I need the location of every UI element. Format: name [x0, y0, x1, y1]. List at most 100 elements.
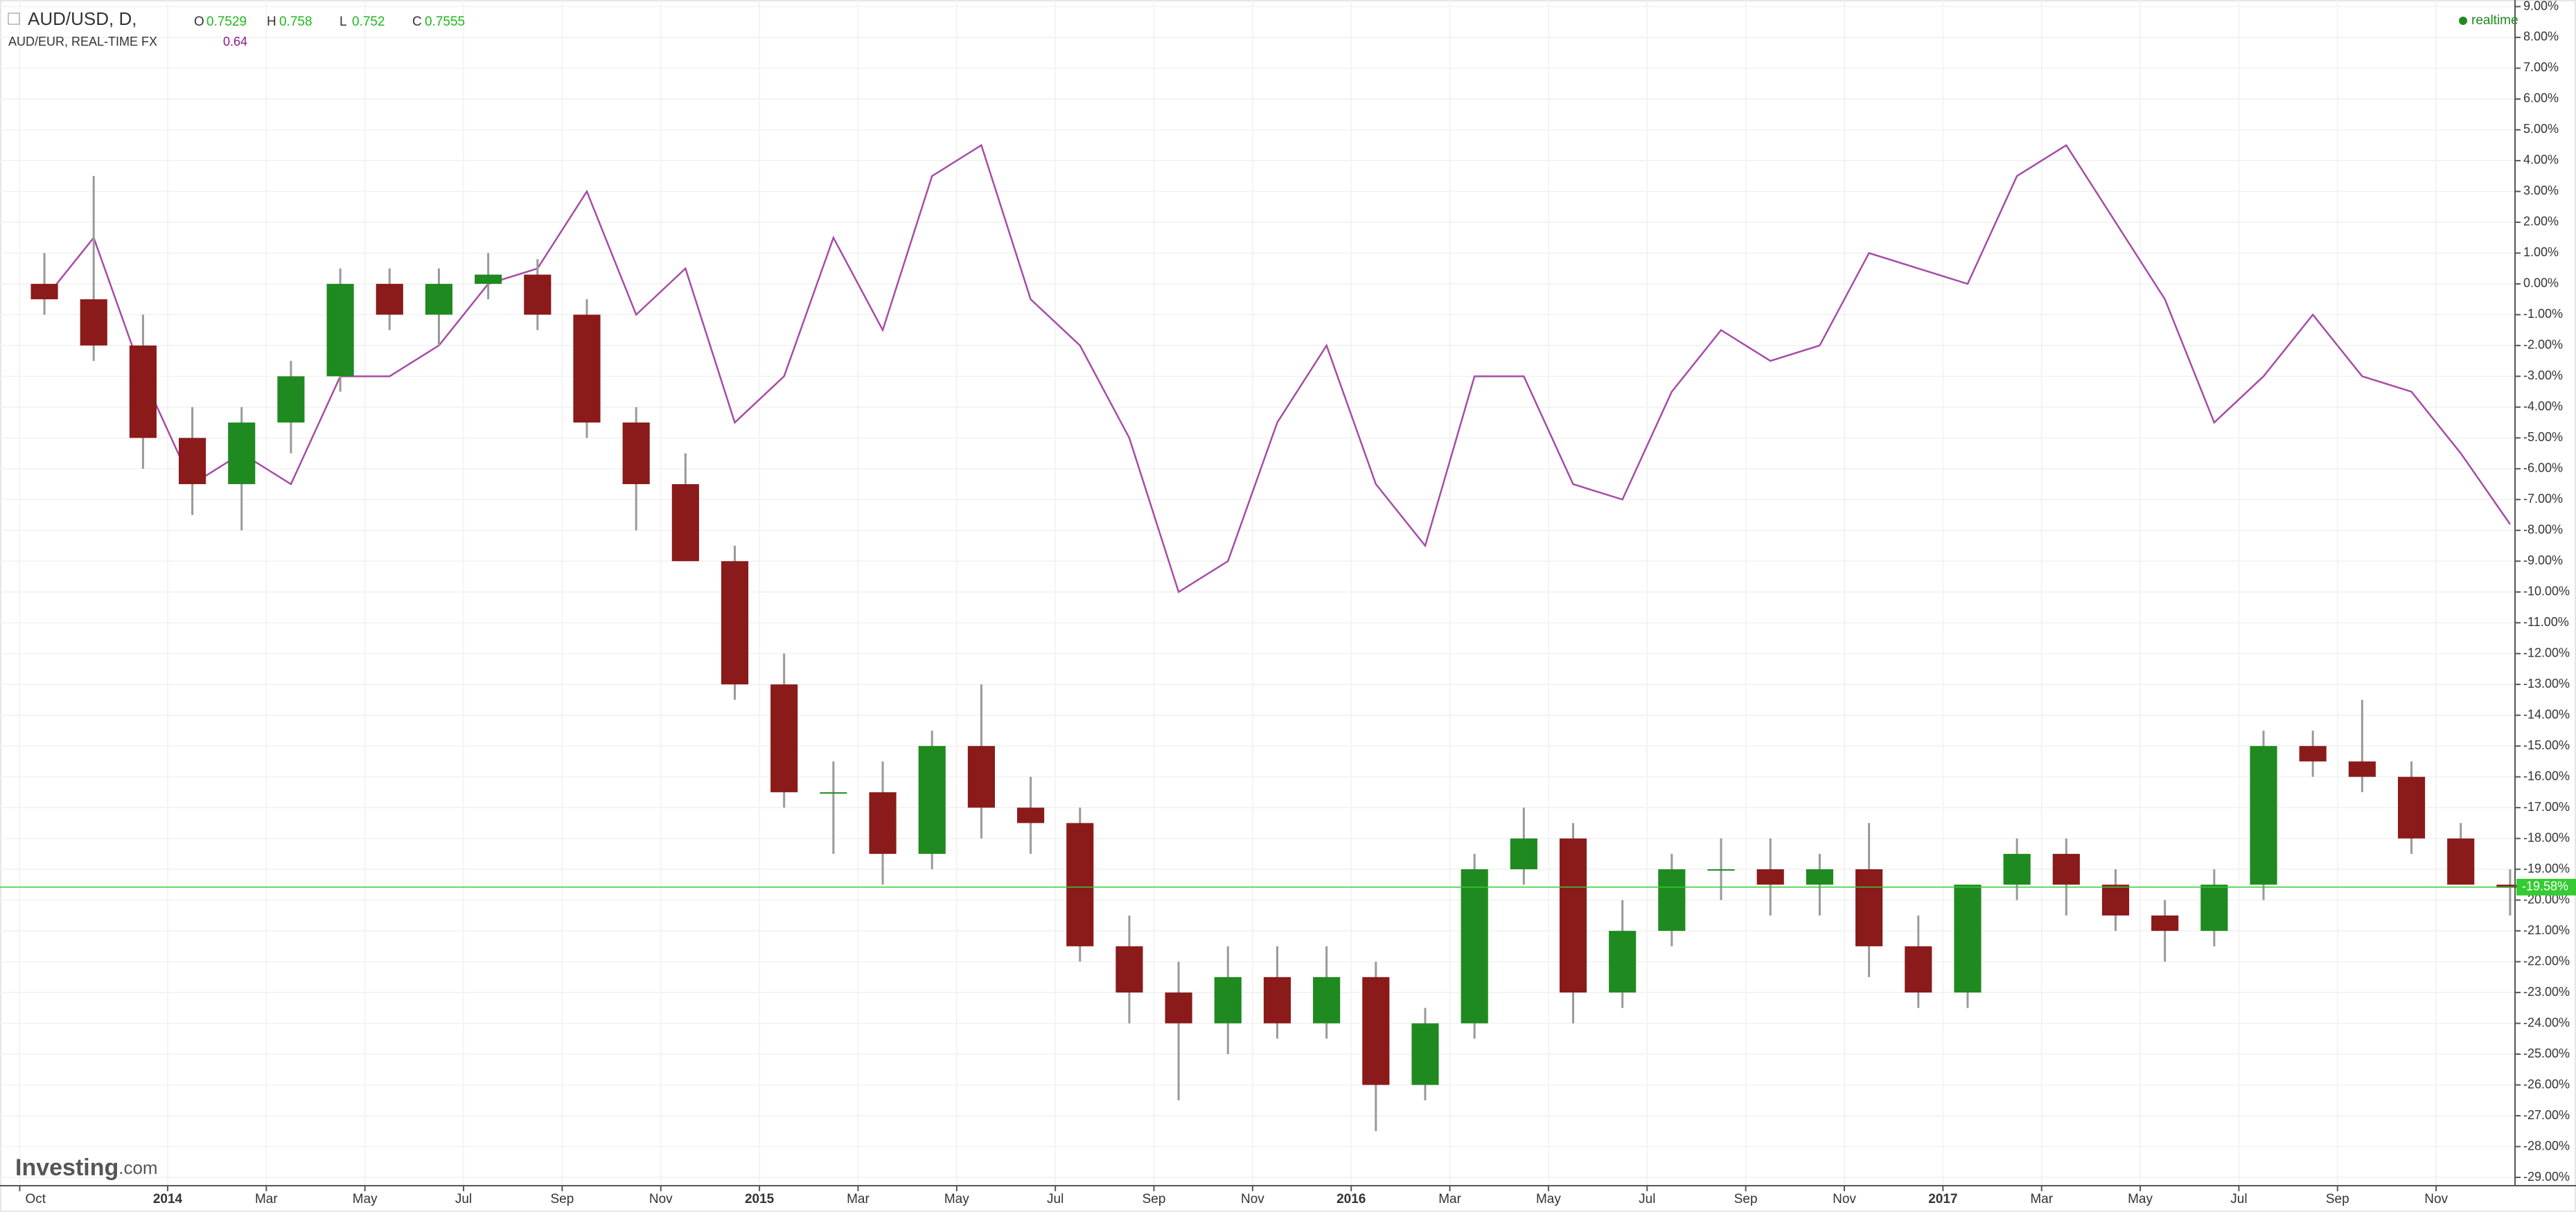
candle-body — [1165, 992, 1192, 1024]
candle-body — [1658, 869, 1686, 932]
y-tick-label: -3.00% — [2523, 368, 2563, 382]
candle-body — [1510, 838, 1537, 870]
y-tick-label: -29.00% — [2523, 1170, 2570, 1184]
x-tick-label: Mar — [2030, 1192, 2053, 1206]
x-tick-label: Oct — [25, 1192, 46, 1206]
ohlc: O 0.7529 H 0.758 L 0.752 C 0.7555 — [194, 15, 465, 29]
candle-body — [2299, 746, 2327, 762]
ohlc-key: H — [267, 15, 276, 29]
candle-body — [425, 283, 453, 315]
candle-body — [918, 746, 946, 854]
candle-body — [129, 345, 157, 438]
candle-body — [1806, 869, 1833, 885]
candle-body — [820, 792, 847, 794]
y-tick-label: -18.00% — [2523, 830, 2570, 844]
y-tick-label: -23.00% — [2523, 985, 2570, 999]
brand-name: Investing — [15, 1155, 118, 1181]
candle-body — [1954, 884, 1982, 993]
candle-body — [2447, 838, 2475, 885]
candle-body — [2348, 761, 2376, 777]
candle-body — [721, 561, 749, 685]
x-tick-label: May — [944, 1192, 969, 1206]
candle-body — [1609, 931, 1637, 993]
candle-body — [326, 283, 354, 377]
candle-body — [2052, 853, 2080, 885]
y-tick-label: -9.00% — [2523, 553, 2563, 567]
y-tick-label: -17.00% — [2523, 800, 2570, 814]
candle-body — [1066, 823, 1094, 947]
y-tick-label: 4.00% — [2523, 153, 2559, 167]
candle-body — [671, 484, 699, 562]
candle-body — [2397, 776, 2426, 839]
y-tick-label: -11.00% — [2523, 615, 2569, 629]
brand: Investing.com — [15, 1155, 158, 1181]
candle-body — [277, 376, 305, 423]
candle-body — [1855, 869, 1883, 947]
compare-value: 0.64 — [223, 35, 247, 48]
candle-body — [1017, 808, 1045, 823]
last-label: -19.58% — [2522, 880, 2568, 893]
y-tick-label: -24.00% — [2523, 1015, 2570, 1029]
y-tick-label: -19.00% — [2523, 862, 2570, 875]
x-tick-label: 2017 — [1928, 1192, 1957, 1206]
brand-suffix: .com — [118, 1157, 157, 1178]
y-tick-label: -5.00% — [2523, 430, 2563, 444]
x-tick-label: Nov — [649, 1192, 673, 1206]
ohlc-key: L — [339, 15, 347, 29]
x-tick-label: Jul — [2230, 1192, 2247, 1206]
marks — [0, 143, 2524, 1132]
x-tick-label: Sep — [2326, 1192, 2349, 1206]
y-tick-label: -1.00% — [2523, 307, 2563, 321]
ohlc-value: 0.758 — [279, 15, 312, 29]
x-tick-label: 2014 — [153, 1192, 183, 1206]
grid — [0, 0, 2515, 1186]
candle-body — [1263, 977, 1291, 1024]
y-tick-label: -10.00% — [2523, 585, 2570, 598]
x-tick-label: Jul — [1047, 1192, 1064, 1206]
candle-body — [1362, 977, 1390, 1085]
x-tick-label: Mar — [255, 1192, 278, 1206]
x-tick-label: Mar — [847, 1192, 870, 1206]
y-tick-label: 7.00% — [2523, 60, 2559, 74]
candle-body — [228, 422, 256, 485]
candle-body — [573, 314, 601, 423]
y-tick-label: -28.00% — [2523, 1139, 2570, 1152]
candle-body — [1214, 977, 1242, 1024]
candle-body — [376, 283, 403, 315]
x-tick-label: Mar — [1438, 1192, 1461, 1206]
y-tick-label: -15.00% — [2523, 738, 2570, 752]
candle-body — [30, 283, 58, 300]
candle-body — [2151, 915, 2179, 932]
x-tick-label: Nov — [1241, 1192, 1264, 1206]
ohlc-value: 0.752 — [352, 15, 385, 29]
y-tick-label: 3.00% — [2523, 184, 2559, 197]
candle-body — [1115, 946, 1143, 993]
y-tick-label: 5.00% — [2523, 122, 2559, 136]
candle-body — [967, 746, 995, 808]
x-tick-label: Nov — [2424, 1192, 2448, 1206]
y-tick-label: -7.00% — [2523, 492, 2563, 506]
candle-body — [2003, 853, 2031, 885]
y-tick-label: -27.00% — [2523, 1108, 2570, 1122]
candle-body — [1313, 977, 1341, 1024]
x-tick-label: 2015 — [745, 1192, 775, 1206]
y-tick-label: -20.00% — [2523, 892, 2570, 906]
y-tick-label: -8.00% — [2523, 523, 2563, 537]
collapse-icon[interactable] — [8, 12, 20, 25]
y-tick-label: -16.00% — [2523, 769, 2570, 783]
x-tick-label: Nov — [1833, 1192, 1856, 1206]
x-tick-label: Sep — [1143, 1192, 1166, 1206]
candle-body — [869, 792, 897, 854]
x-tick-label: May — [353, 1192, 378, 1206]
y-tick-label: -22.00% — [2523, 954, 2570, 968]
ohlc-key: O — [194, 15, 204, 29]
x-tick-label: 2016 — [1336, 1192, 1366, 1206]
y-tick-label: -13.00% — [2523, 677, 2570, 690]
candle-body — [179, 438, 206, 485]
x-tick-label: May — [2128, 1192, 2153, 1206]
candle-body — [2101, 884, 2130, 916]
y-tick-label: -21.00% — [2523, 923, 2570, 937]
ohlc-key: C — [412, 15, 422, 29]
